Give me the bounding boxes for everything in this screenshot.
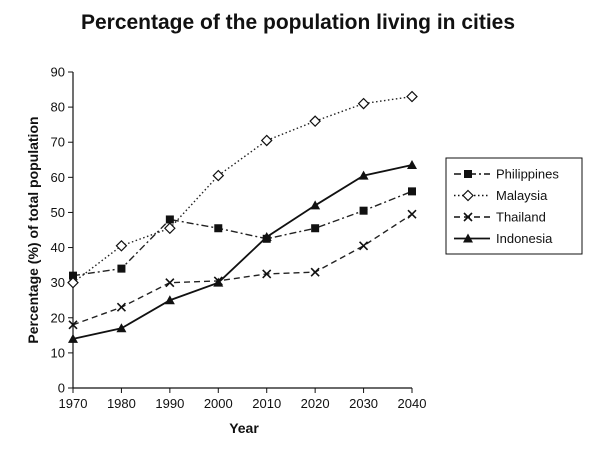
- marker-stroke: [463, 212, 473, 222]
- y-tick-label: 40: [51, 240, 65, 255]
- y-tick-label: 70: [51, 135, 65, 150]
- x-tick-label: 2030: [349, 396, 378, 411]
- data-point-malaysia: [357, 97, 370, 110]
- marker-stroke: [359, 241, 369, 251]
- data-point-indonesia: [213, 277, 224, 287]
- data-point-indonesia: [407, 160, 417, 170]
- y-tick-label: 0: [58, 381, 65, 396]
- series-indonesia: [68, 160, 417, 343]
- x-tick-label: 1980: [107, 396, 136, 411]
- series-line-malaysia: [72, 95, 413, 284]
- x-tick-label: 2020: [301, 396, 330, 411]
- legend-marker-indonesia: [463, 233, 473, 243]
- data-point-philippines: [408, 187, 416, 196]
- x-tick-label: 2040: [398, 396, 427, 411]
- data-point-thailand: [165, 278, 175, 288]
- data-point-malaysia: [260, 134, 273, 147]
- y-tick-label: 90: [51, 65, 65, 80]
- y-tick-label: 20: [51, 310, 65, 325]
- data-point-indonesia: [261, 232, 272, 242]
- data-point-philippines: [359, 206, 368, 215]
- marker-stroke: [116, 302, 126, 312]
- y-tick-label: 60: [51, 170, 65, 185]
- data-point-thailand: [359, 241, 369, 251]
- marker-stroke: [310, 267, 320, 277]
- data-point-philippines: [165, 215, 174, 224]
- legend-label: Thailand: [496, 210, 546, 225]
- marker-stroke: [165, 278, 175, 288]
- legend-item-thailand: Thailand: [454, 210, 546, 225]
- legend: Philippines Malaysia Thailand Indonesia: [445, 157, 583, 255]
- series-line-indonesia: [72, 164, 413, 340]
- legend-item-malaysia: Malaysia: [454, 188, 548, 203]
- data-point-philippines: [69, 271, 77, 280]
- series-layer: [67, 90, 418, 343]
- series-malaysia: [67, 90, 418, 289]
- data-point-indonesia: [310, 200, 321, 210]
- x-tick-label: 1970: [59, 396, 88, 411]
- data-point-malaysia: [406, 90, 418, 103]
- y-tick-label: 50: [51, 205, 65, 220]
- series-line-thailand: [72, 213, 413, 326]
- legend-item-indonesia: Indonesia: [454, 231, 553, 246]
- data-point-thailand: [68, 320, 78, 330]
- data-point-thailand: [262, 269, 272, 279]
- marker-stroke: [68, 320, 78, 330]
- legend-item-philippines: Philippines: [454, 167, 559, 182]
- data-point-thailand: [407, 209, 417, 219]
- y-tick-label: 80: [51, 100, 65, 115]
- y-axis-title: Percentage (%) of total population: [25, 116, 41, 343]
- legend-label: Indonesia: [496, 231, 553, 246]
- data-point-thailand: [116, 302, 126, 312]
- marker-stroke: [407, 209, 417, 219]
- series-philippines: [69, 187, 416, 280]
- legend-marker-thailand: [463, 212, 473, 222]
- x-tick-label: 1990: [155, 396, 184, 411]
- data-point-thailand: [310, 267, 320, 277]
- legend-marker-malaysia: [462, 189, 474, 202]
- data-point-philippines: [117, 264, 126, 273]
- data-point-indonesia: [68, 333, 78, 343]
- series-line-philippines: [72, 190, 413, 277]
- data-point-philippines: [311, 224, 320, 233]
- data-point-philippines: [214, 224, 223, 233]
- y-tick-label: 30: [51, 275, 65, 290]
- data-point-malaysia: [212, 169, 225, 182]
- marker-stroke: [262, 269, 272, 279]
- data-point-malaysia: [309, 115, 321, 128]
- legend-label: Malaysia: [496, 188, 548, 203]
- y-tick-label: 10: [51, 345, 65, 360]
- y-axis-title-group: Percentage (%) of total population: [25, 116, 41, 343]
- data-point-malaysia: [115, 239, 128, 252]
- data-point-indonesia: [164, 295, 175, 305]
- data-point-malaysia: [164, 222, 176, 235]
- data-point-indonesia: [358, 170, 369, 180]
- x-tick-label: 2010: [252, 396, 281, 411]
- legend-label: Philippines: [496, 167, 559, 182]
- legend-marker-philippines: [464, 170, 472, 178]
- x-axis-title: Year: [229, 420, 259, 436]
- x-tick-label: 2000: [204, 396, 233, 411]
- data-point-malaysia: [67, 276, 79, 289]
- chart-title: Percentage of the population living in c…: [81, 11, 515, 34]
- data-point-indonesia: [116, 323, 127, 333]
